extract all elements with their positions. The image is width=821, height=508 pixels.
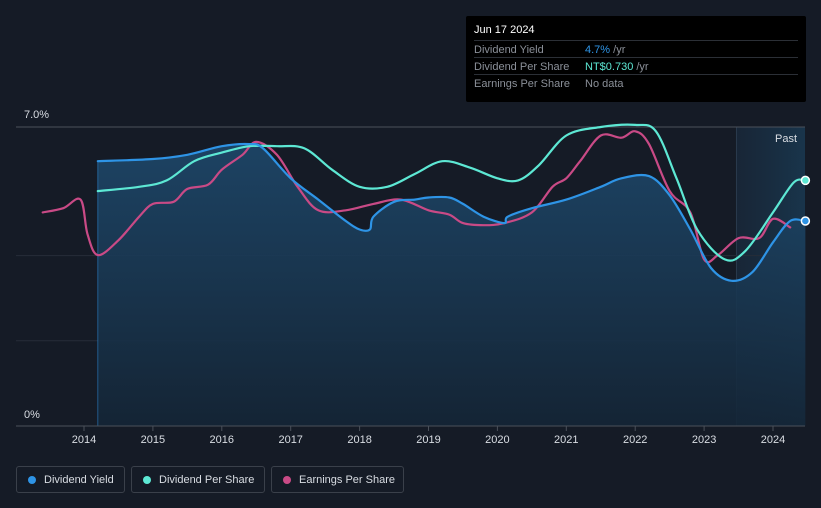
tooltip-label: Earnings Per Share [474, 78, 570, 90]
x-tick-label: 2015 [141, 434, 165, 446]
legend-dot-icon [143, 476, 151, 484]
y-axis-bottom-label: 0% [24, 409, 40, 421]
past-label: Past [775, 133, 797, 145]
tooltip-unit: /yr [610, 44, 626, 56]
x-tick-label: 2017 [278, 434, 302, 446]
tooltip-number: 4.7% [585, 44, 611, 56]
dividend-yield-area [97, 143, 806, 426]
dividend-yield-line [96, 142, 807, 282]
tooltip: Jun 17 2024 Dividend Yield 4.7% /yr Divi… [466, 16, 806, 102]
dividend-per-share-end-marker [800, 175, 811, 186]
x-tick-label: 2016 [210, 434, 234, 446]
dividend-per-share-line [96, 123, 807, 262]
tooltip-label: Dividend Yield [474, 44, 544, 56]
legend-label: Dividend Per Share [159, 474, 255, 486]
x-tick-label: 2024 [761, 434, 785, 446]
tooltip-value: 4.7% /yr [585, 44, 625, 56]
legend-item-earnings-per-share[interactable]: Earnings Per Share [271, 466, 404, 493]
x-tick-label: 2018 [347, 434, 371, 446]
tooltip-number: No data [585, 78, 624, 90]
x-tick-label: 2014 [72, 434, 96, 446]
tooltip-number: NT$0.730 [585, 61, 634, 73]
legend-label: Earnings Per Share [299, 474, 395, 486]
dividend-yield-end-marker [800, 216, 811, 226]
x-tick-label: 2019 [416, 434, 440, 446]
legend-dot-icon [28, 476, 36, 484]
legend-label: Dividend Yield [44, 474, 114, 486]
y-axis-top-label: 7.0% [24, 109, 49, 121]
tooltip-row-earnings-per-share: Earnings Per Share No data [474, 74, 798, 92]
x-tick-label: 2023 [692, 434, 716, 446]
legend-item-dividend-yield[interactable]: Dividend Yield [16, 466, 125, 493]
tooltip-unit: /yr [633, 61, 649, 73]
tooltip-label: Dividend Per Share [474, 61, 570, 73]
legend-dot-icon [283, 476, 291, 484]
tooltip-date: Jun 17 2024 [474, 24, 535, 36]
tooltip-row-dividend-per-share: Dividend Per Share NT$0.730 /yr [474, 57, 798, 75]
tooltip-row-dividend-yield: Dividend Yield 4.7% /yr [474, 40, 798, 58]
tooltip-value: NT$0.730 /yr [585, 61, 649, 73]
earnings-per-share-line [41, 130, 792, 264]
x-tick-label: 2021 [554, 434, 578, 446]
x-tick-label: 2022 [623, 434, 647, 446]
legend-item-dividend-per-share[interactable]: Dividend Per Share [131, 466, 265, 493]
x-tick-label: 2020 [485, 434, 509, 446]
tooltip-value: No data [585, 78, 624, 90]
